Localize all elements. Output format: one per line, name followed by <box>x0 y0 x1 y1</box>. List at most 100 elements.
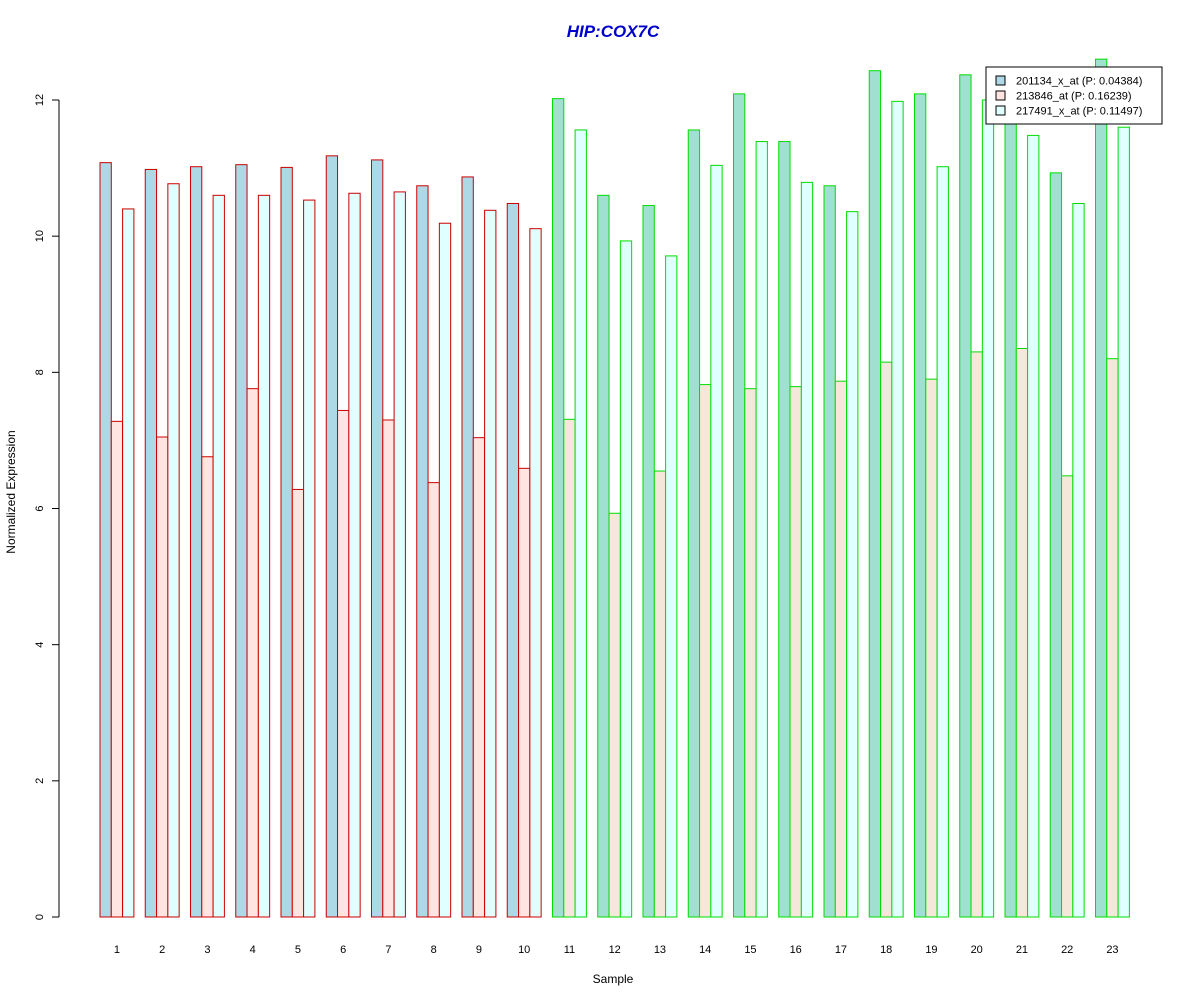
x-tick-label: 22 <box>1061 944 1073 956</box>
bar <box>914 93 927 918</box>
bar <box>156 436 169 918</box>
x-tick-label: 10 <box>518 944 530 956</box>
bar <box>665 255 678 918</box>
bar <box>710 164 723 918</box>
legend-box <box>985 66 1163 125</box>
x-tick-label: 12 <box>609 944 621 956</box>
x-tick-label: 17 <box>835 944 847 956</box>
legend-label: 217491_x_at (P: 0.11497) <box>1016 106 1142 118</box>
legend-swatch <box>995 90 1006 101</box>
y-axis: 0 2 4 6 8 10 12 <box>34 94 60 920</box>
bar <box>981 99 995 918</box>
bar <box>382 419 395 918</box>
bar <box>789 386 802 918</box>
bar <box>563 418 576 918</box>
legend-label: 201134_x_at (P: 0.04384) <box>1016 76 1142 88</box>
legend-items: 201134_x_at (P: 0.04384) 213846_at (P: 0.… <box>995 75 1142 118</box>
x-tick-label: 15 <box>744 944 756 956</box>
bar <box>1027 134 1040 918</box>
bar <box>959 74 972 918</box>
bar <box>642 205 655 918</box>
y-tick-label: 8 <box>34 369 46 375</box>
x-tick-label: 14 <box>699 944 711 956</box>
bar <box>891 100 904 918</box>
bar <box>291 488 305 918</box>
bar <box>744 388 757 918</box>
bar <box>1004 119 1017 918</box>
bar <box>834 380 848 918</box>
bar <box>1106 358 1119 918</box>
bar <box>416 185 429 918</box>
bar <box>280 166 293 918</box>
y-axis-label: Normalized Expression <box>4 430 18 553</box>
bar <box>846 211 859 918</box>
y-tick-label: 12 <box>34 94 46 106</box>
x-tick-label: 5 <box>295 944 301 956</box>
y-tick-label: 6 <box>34 505 46 511</box>
x-tick-label: 18 <box>880 944 892 956</box>
bar <box>518 467 531 918</box>
bar <box>235 164 248 918</box>
x-tick-label: 11 <box>564 944 575 956</box>
bar <box>1049 172 1063 918</box>
y-tick-label: 0 <box>34 914 46 920</box>
bar <box>823 185 836 918</box>
bar <box>472 437 486 918</box>
bar <box>936 166 949 918</box>
bar <box>393 191 406 918</box>
x-tick-label: 4 <box>250 944 256 956</box>
bar <box>506 202 520 918</box>
y-tick-label: 10 <box>34 230 46 242</box>
bar <box>325 155 339 918</box>
x-tick-labels: 1 2 3 4 5 6 7 8 9 10 11 12 13 14 15 16 17 18 19 20 21 22 23 <box>114 944 1119 956</box>
x-tick-label: 8 <box>431 944 437 956</box>
x-tick-label: 20 <box>971 944 983 956</box>
chart-title: HIP:COX7C <box>567 22 660 41</box>
y-tick-label: 4 <box>34 642 46 648</box>
bar <box>1015 348 1029 918</box>
bar <box>190 166 203 918</box>
bar <box>529 228 542 918</box>
bar <box>371 159 384 918</box>
bar <box>1117 126 1130 918</box>
bar <box>970 351 983 918</box>
y-tick-label: 2 <box>34 778 46 784</box>
legend-swatch <box>995 75 1006 86</box>
x-tick-label: 23 <box>1106 944 1118 956</box>
bar <box>800 181 814 918</box>
bar <box>880 361 893 918</box>
bar <box>778 141 791 918</box>
bar <box>99 162 112 918</box>
bar <box>461 176 474 918</box>
bar <box>1072 202 1085 918</box>
bar <box>201 456 214 918</box>
bar <box>574 129 587 918</box>
bar <box>122 208 135 918</box>
bar <box>110 420 124 918</box>
bar <box>552 98 565 918</box>
bar <box>337 409 350 918</box>
bar <box>868 70 882 918</box>
bar <box>484 209 497 918</box>
bar <box>653 470 667 918</box>
legend: 201134_x_at (P: 0.04384) 213846_at (P: 0.… <box>985 66 1163 125</box>
x-tick-label: 7 <box>385 944 391 956</box>
x-tick-label: 2 <box>159 944 165 956</box>
x-tick-label: 21 <box>1016 944 1028 956</box>
bar <box>427 482 440 918</box>
x-tick-label: 3 <box>204 944 210 956</box>
bar <box>755 141 768 918</box>
bar <box>699 384 712 918</box>
legend-swatch <box>995 105 1006 116</box>
bar <box>303 199 316 918</box>
bar <box>1095 58 1108 918</box>
bar <box>438 222 452 918</box>
bar <box>348 192 361 918</box>
x-axis-label: Sample <box>593 972 634 986</box>
bar <box>597 194 610 918</box>
bar <box>925 378 938 918</box>
x-tick-label: 6 <box>340 944 346 956</box>
bars-layer <box>99 58 1130 918</box>
bar <box>212 194 225 918</box>
